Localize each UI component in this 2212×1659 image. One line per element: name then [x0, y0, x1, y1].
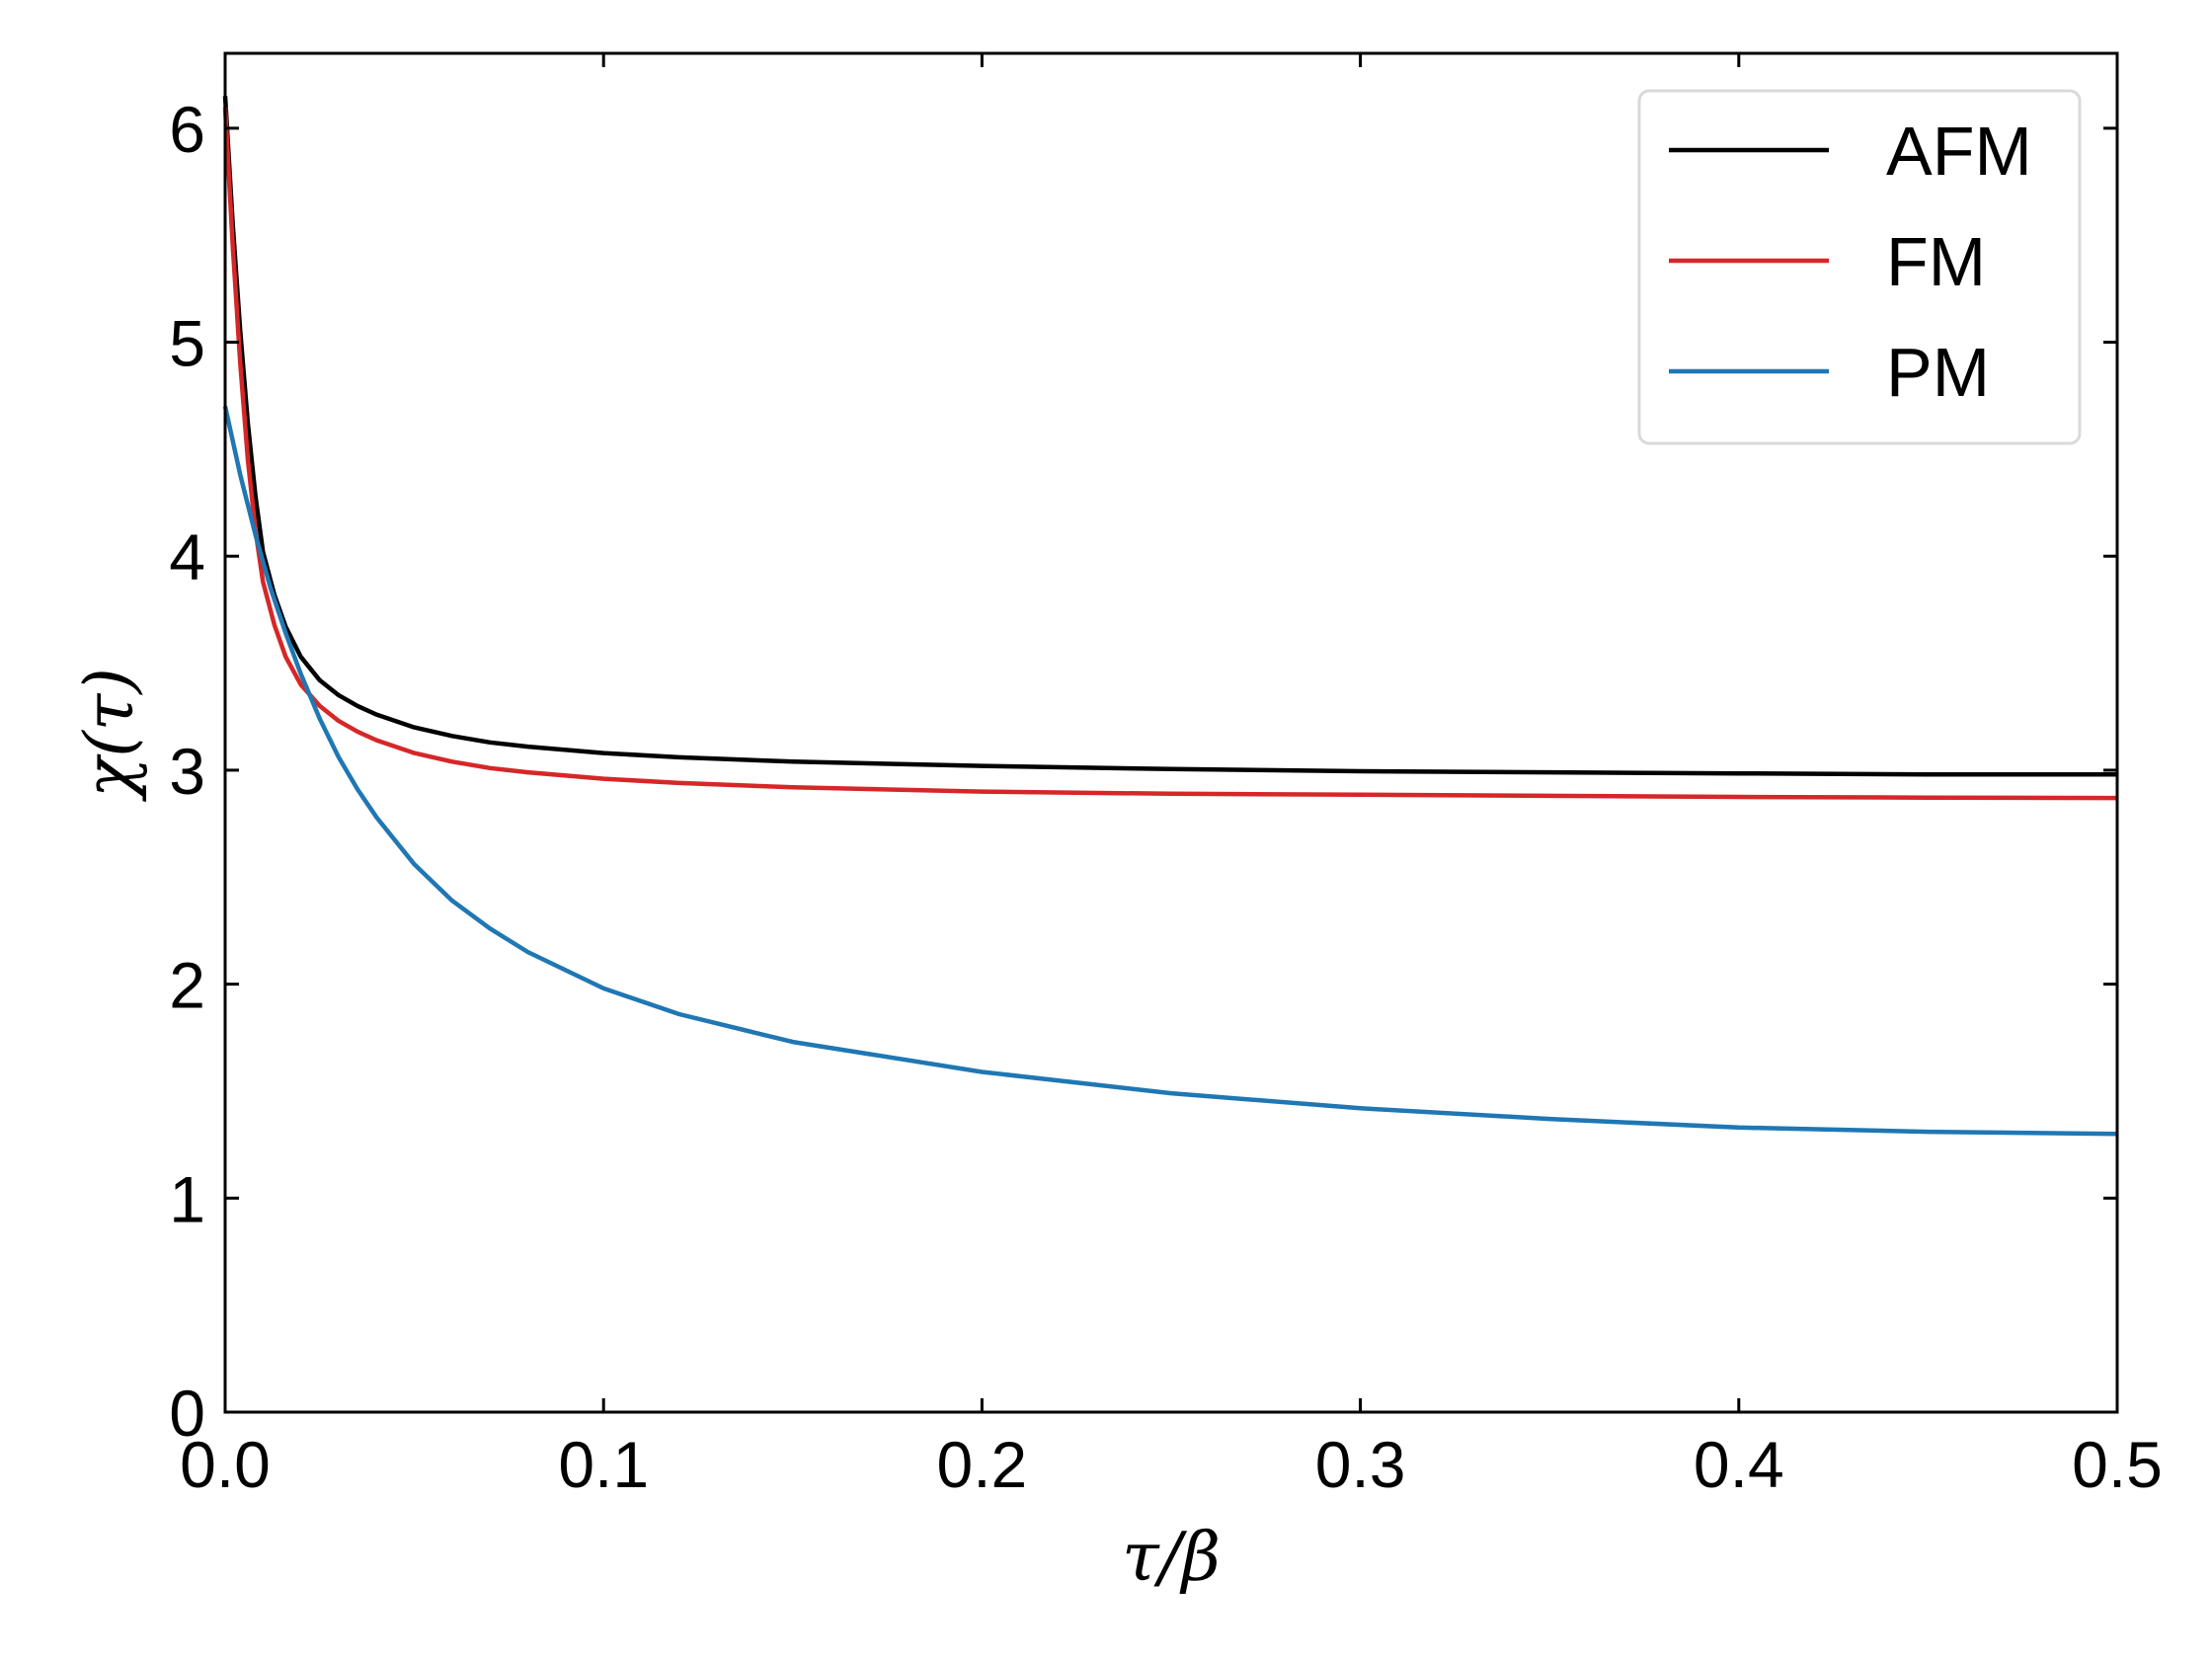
y-tick-label: 0: [169, 1377, 205, 1450]
x-axis-label: τ/β: [1122, 1519, 1221, 1597]
y-tick-label: 3: [169, 735, 205, 808]
plot-frame: [223, 51, 2119, 1414]
series-line-pm: [222, 406, 2118, 1137]
tick-layer: 0.0 0.1 0.2 0.3 0.4 0.5 0 1 2 3 4 5 6: [169, 53, 2163, 1501]
legend-box: [1637, 89, 2082, 445]
x-tick-label: 0.0: [180, 1428, 271, 1501]
legend: AFM FM PM: [1637, 89, 2082, 445]
y-axis-label: χ(τ): [71, 668, 149, 802]
legend-label-afm: AFM: [1886, 113, 2032, 190]
legend-label-pm: PM: [1886, 334, 1990, 411]
y-tick-label: 5: [169, 307, 205, 380]
y-tick-label: 2: [169, 949, 205, 1022]
y-tick-label: 4: [169, 520, 205, 593]
x-tick-label: 0.1: [558, 1428, 649, 1501]
y-tick-label: 6: [169, 93, 205, 166]
x-tick-label: 0.4: [1694, 1428, 1784, 1501]
legend-label-fm: FM: [1886, 223, 1986, 300]
x-tick-label: 0.3: [1315, 1428, 1406, 1501]
x-tick-label: 0.5: [2072, 1428, 2163, 1501]
x-tick-label: 0.2: [937, 1428, 1028, 1501]
series-layer: [222, 96, 2118, 1137]
y-tick-label: 1: [169, 1162, 205, 1235]
series-line-afm: [222, 96, 2117, 777]
